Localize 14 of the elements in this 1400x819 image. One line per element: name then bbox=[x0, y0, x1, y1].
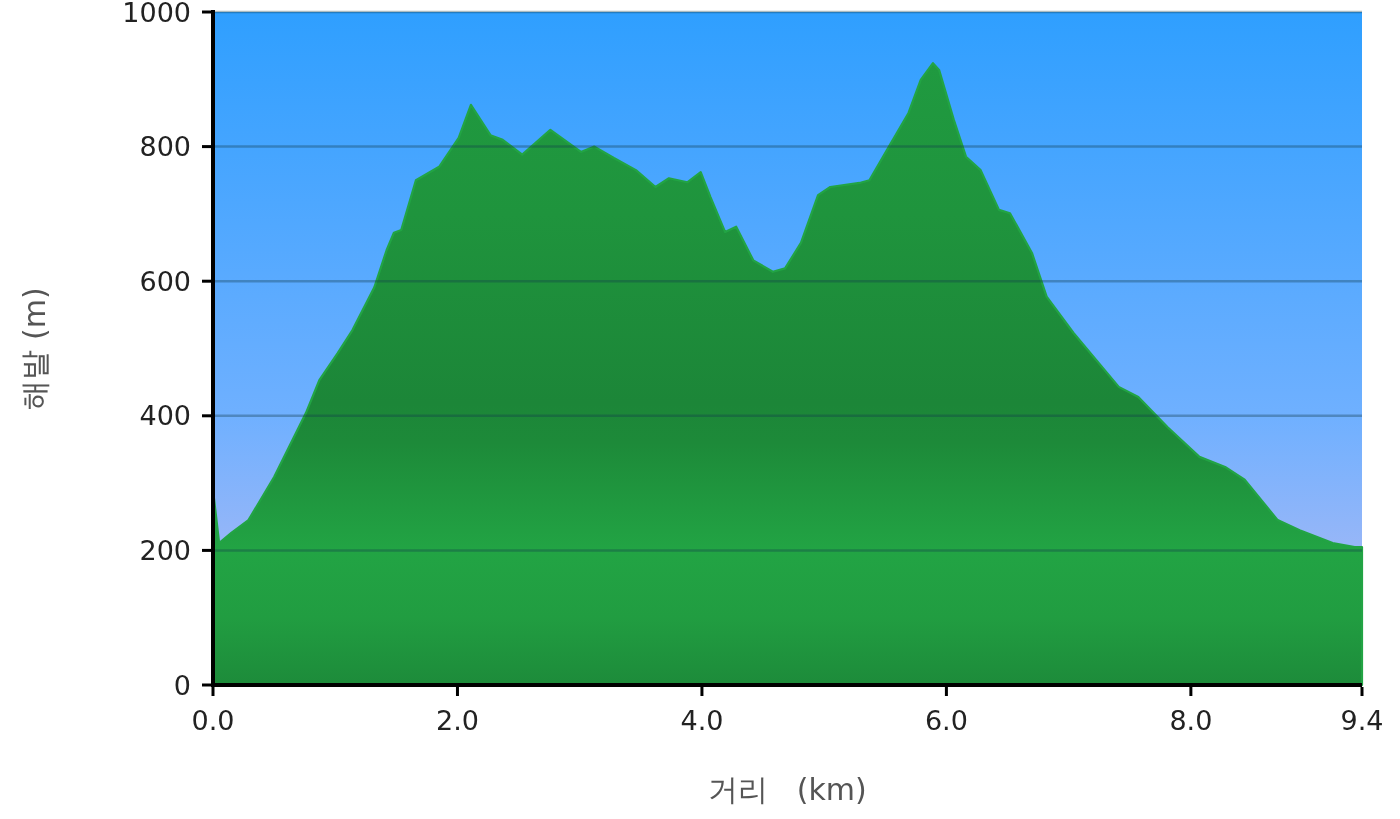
x-tick-label: 8.0 bbox=[1169, 705, 1213, 736]
x-tick-label: 6.0 bbox=[924, 705, 968, 736]
x-tick-label: 9.4 bbox=[1340, 705, 1384, 736]
x-axis-title: 거리 (km) bbox=[708, 772, 867, 807]
y-tick-label: 0 bbox=[173, 669, 191, 701]
x-tick-label: 2.0 bbox=[435, 705, 479, 736]
y-tick-label: 800 bbox=[139, 131, 191, 163]
x-tick-label: 0.0 bbox=[191, 705, 235, 736]
y-tick-label: 200 bbox=[139, 534, 191, 566]
y-axis-title: 해발 (m) bbox=[16, 287, 52, 410]
y-tick-label: 400 bbox=[139, 400, 191, 432]
y-tick-label: 1000 bbox=[122, 0, 191, 28]
x-tick-label: 4.0 bbox=[680, 705, 724, 736]
y-tick-label: 600 bbox=[139, 265, 191, 297]
